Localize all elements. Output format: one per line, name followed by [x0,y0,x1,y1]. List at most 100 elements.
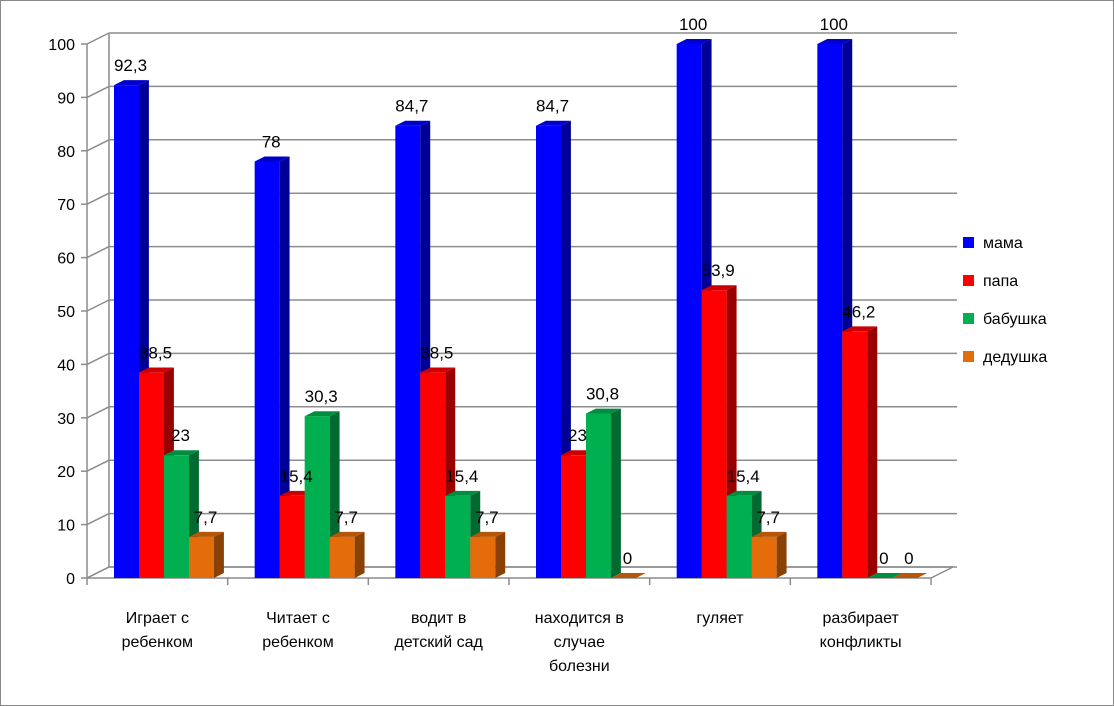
bar-front [304,416,330,578]
bar-front [329,536,355,578]
bar-front [395,125,421,579]
data-label: 84,7 [536,97,569,116]
category-label: разбирает конфликты [820,610,902,651]
gridline-side [86,299,110,312]
bar-side [611,408,621,578]
legend: мама папа бабушка дедушка [963,235,1047,366]
data-label: 38,5 [139,343,172,362]
data-label: 7,7 [334,508,358,527]
data-label: 100 [820,15,848,34]
bar-front [586,413,611,578]
data-label: 23 [568,426,587,445]
legend-item: папа [963,273,1018,290]
data-label: 0 [904,549,913,568]
gridline-side [86,406,110,419]
category-label: Читает с ребенком [262,610,333,651]
data-label: 7,7 [194,508,218,527]
bar-top [139,367,174,373]
bar-front [751,536,777,578]
bar-side [776,531,787,578]
bar-дедушка-0 [189,531,224,578]
data-label: 53,9 [702,261,735,280]
data-label: 38,5 [420,343,453,362]
bar-side [354,531,365,578]
legend-label: дедушка [983,349,1047,366]
bar-бабушка-4 [726,490,762,578]
y-tick-label: 70 [57,197,75,214]
bar-top [304,411,340,417]
bar-front [139,372,164,578]
bar-top [114,80,149,86]
bar-top [470,531,506,537]
bar-front [445,495,471,578]
bar-front [420,372,446,578]
bar-top [189,531,224,537]
y-tick-label: 40 [57,357,75,374]
bar-side [867,326,878,578]
gridline-side [86,245,110,259]
legend-item: бабушка [963,311,1047,328]
bar-мама-1 [254,156,290,579]
data-label: 30,8 [586,385,619,404]
data-label: 7,7 [475,508,499,527]
bar-front [254,161,280,579]
bar-top [420,367,456,373]
bar-дедушка-1 [329,531,365,578]
category-label: Играет с ребенком [122,610,193,651]
bar-top [842,326,878,332]
y-tick-label: 100 [48,37,75,54]
data-label: 15,4 [727,467,760,486]
bar-front [536,125,561,579]
gridline-side [86,192,110,205]
bar-front [676,44,702,578]
y-tick-label: 10 [57,518,75,535]
bar-side [495,531,506,578]
bar-front [817,44,843,578]
data-label: 92,3 [114,56,147,75]
data-label: 15,4 [280,467,313,486]
bar-top [676,39,712,44]
data-label: 0 [879,549,888,568]
bar-top [329,531,365,537]
bar-front [189,536,214,578]
bar-front [164,455,189,578]
gridline-side [86,139,110,152]
bar-дедушка-2 [470,531,506,578]
y-tick-label: 60 [57,251,75,268]
legend-swatch [963,351,974,362]
bar-top [817,39,853,44]
bar-top [395,120,431,126]
category-label: водит в детский сад [394,610,483,651]
data-label: 84,7 [395,97,428,116]
y-tick-label: 0 [66,571,75,588]
bar-бабушка-3 [586,408,621,578]
legend-item: мама [963,235,1023,252]
bar-top [164,450,199,456]
y-tick-label: 80 [57,144,75,161]
legend-label: бабушка [983,311,1047,328]
data-label: 78 [262,132,281,151]
bar-top [586,408,621,414]
category-label: находится в случае болезни [535,610,624,675]
y-tick-label: 30 [57,411,75,428]
bar-front [114,85,139,579]
bar-front [701,290,727,578]
bar-top [892,573,928,578]
legend-item: дедушка [963,349,1047,366]
data-label: 30,3 [305,387,338,406]
bar-top [611,573,646,578]
bar-бабушка-5 [867,573,903,578]
bar-front [279,495,305,578]
axes: 0 10 20 30 40 50 60 70 80 90 100 [48,33,954,588]
gridline-side [86,352,110,366]
y-tick-label: 20 [57,464,75,481]
data-label: 100 [679,15,707,34]
data-label: 15,4 [445,467,478,486]
bar-top [726,490,762,496]
bar-front [726,495,752,578]
legend-swatch [963,237,974,248]
category-label: гуляет [696,610,744,627]
bar-top [701,285,737,291]
bars [114,39,928,579]
